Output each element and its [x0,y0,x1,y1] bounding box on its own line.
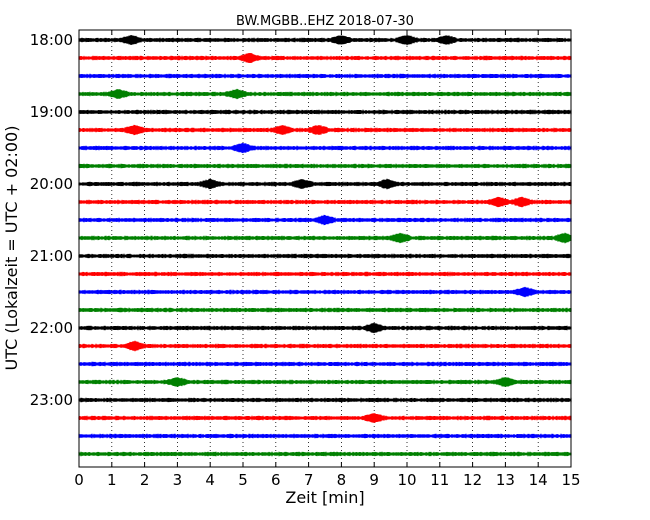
x-tick-label: 8 [337,471,347,489]
seismic-trace [78,253,572,259]
x-tick-label: 0 [74,471,84,489]
trace-series [78,34,572,457]
y-tick-label: 22:00 [30,319,73,337]
y-tick-label: 19:00 [30,103,73,121]
seismic-trace [78,307,572,313]
x-axis-label: Zeit [min] [285,488,364,507]
x-tick-label: 1 [107,471,117,489]
seismic-trace [78,232,572,244]
seismic-trace [78,322,572,334]
seismic-trace [78,109,572,115]
x-tick-label: 13 [496,471,515,489]
y-tick-label: 18:00 [30,31,73,49]
x-tick-label: 11 [430,471,449,489]
seismic-trace [78,413,572,423]
x-tick-label: 2 [140,471,150,489]
x-axis-ticks: 0 1 2 3 4 5 6 7 8 9 10 11 12 13 14 15 [74,30,581,489]
seismic-trace [78,361,572,367]
seismic-trace [78,163,572,169]
y-tick-label: 23:00 [30,391,73,409]
seismic-trace [78,124,572,136]
x-tick-label: 14 [529,471,548,489]
chart-title: BW.MGBB..EHZ 2018-07-30 [236,14,414,29]
x-tick-label: 5 [238,471,248,489]
seismic-trace [78,178,572,190]
x-tick-label: 6 [271,471,281,489]
seismic-trace [78,433,572,439]
x-tick-label: 12 [463,471,482,489]
seismic-trace [78,377,572,387]
seismic-trace [78,214,572,226]
x-tick-label: 10 [397,471,416,489]
y-axis-label: UTC (Lokalzeit = UTC + 02:00) [2,126,21,371]
seismic-trace [78,196,572,208]
plot-frame [78,29,572,468]
y-tick-label: 21:00 [30,247,73,265]
grid-lines [111,30,539,467]
seismic-trace [78,340,572,352]
seismic-trace [78,286,572,298]
x-tick-label: 15 [561,471,580,489]
seismic-trace [78,397,572,403]
y-tick-label: 20:00 [30,175,73,193]
seismic-trace [78,142,572,154]
seismic-trace [78,34,572,46]
x-tick-label: 3 [173,471,183,489]
seismic-trace [78,88,572,100]
x-tick-label: 7 [304,471,314,489]
x-tick-label: 9 [369,471,379,489]
seismic-trace [78,53,572,63]
y-axis-ticks: 18:00 19:00 20:00 21:00 22:00 23:00 [30,31,571,409]
seismic-trace [78,271,572,277]
seismic-trace [78,73,572,79]
seismic-trace [78,451,572,457]
x-tick-label: 4 [205,471,215,489]
